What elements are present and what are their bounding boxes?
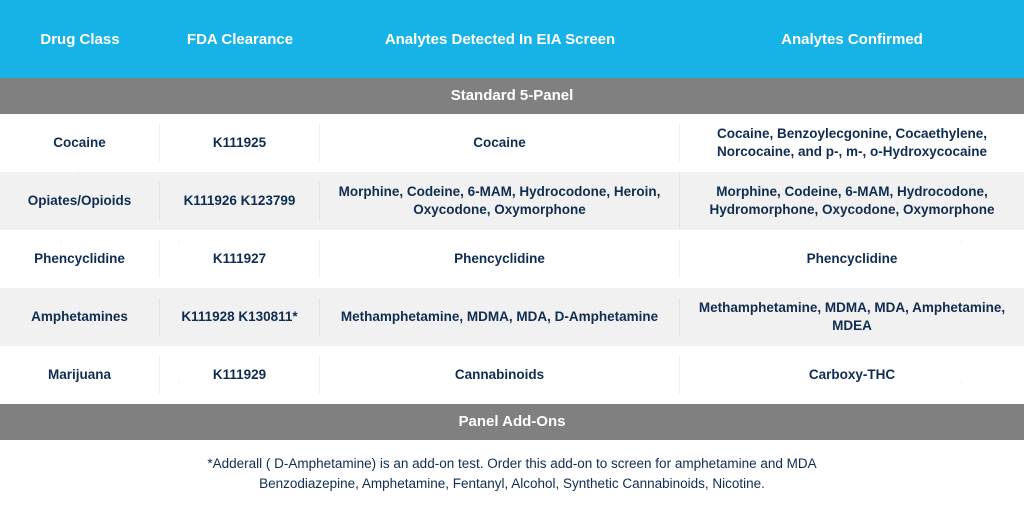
cell-fda: K111926 K123799 [160, 182, 320, 220]
section-panel-addons: Panel Add-Ons [0, 404, 1024, 440]
cell-fda: K111927 [160, 240, 320, 278]
cell-screen: Phencyclidine [320, 240, 680, 278]
cell-screen: Morphine, Codeine, 6-MAM, Hydrocodone, H… [320, 173, 680, 229]
cell-fda: K111925 [160, 124, 320, 162]
cell-confirmed: Cocaine, Benzoylecgonine, Cocaethylene, … [680, 115, 1024, 171]
footnote: *Adderall ( D-Amphetamine) is an add-on … [0, 440, 1024, 493]
col-header-analytes-screen: Analytes Detected In EIA Screen [320, 23, 680, 56]
table-row: Amphetamines K111928 K130811* Methamphet… [0, 288, 1024, 346]
cell-confirmed: Carboxy-THC [680, 356, 1024, 394]
cell-drug-class: Marijuana [0, 356, 160, 394]
table-header-row: Drug Class FDA Clearance Analytes Detect… [0, 0, 1024, 78]
footnote-line2: Benzodiazepine, Amphetamine, Fentanyl, A… [259, 476, 765, 491]
cell-drug-class: Phencyclidine [0, 240, 160, 278]
cell-screen: Cocaine [320, 124, 680, 162]
col-header-analytes-confirmed: Analytes Confirmed [680, 23, 1024, 56]
cell-screen: Methamphetamine, MDMA, MDA, D-Amphetamin… [320, 298, 680, 336]
drug-panel-table: Drug Class FDA Clearance Analytes Detect… [0, 0, 1024, 493]
cell-confirmed: Phencyclidine [680, 240, 1024, 278]
table-row: Opiates/Opioids K111926 K123799 Morphine… [0, 172, 1024, 230]
table-row: Cocaine K111925 Cocaine Cocaine, Benzoyl… [0, 114, 1024, 172]
cell-fda: K111928 K130811* [160, 298, 320, 336]
cell-drug-class: Cocaine [0, 124, 160, 162]
cell-drug-class: Amphetamines [0, 298, 160, 336]
section-standard-5-panel: Standard 5-Panel [0, 78, 1024, 114]
table-row: Phencyclidine K111927 Phencyclidine Phen… [0, 230, 1024, 288]
cell-drug-class: Opiates/Opioids [0, 182, 160, 220]
col-header-fda-clearance: FDA Clearance [160, 23, 320, 56]
cell-screen: Cannabinoids [320, 356, 680, 394]
cell-confirmed: Morphine, Codeine, 6-MAM, Hydrocodone, H… [680, 173, 1024, 229]
table-row: Marijuana K111929 Cannabinoids Carboxy-T… [0, 346, 1024, 404]
footnote-line1: *Adderall ( D-Amphetamine) is an add-on … [207, 456, 816, 471]
col-header-drug-class: Drug Class [0, 23, 160, 56]
cell-confirmed: Methamphetamine, MDMA, MDA, Amphetamine,… [680, 289, 1024, 345]
cell-fda: K111929 [160, 356, 320, 394]
